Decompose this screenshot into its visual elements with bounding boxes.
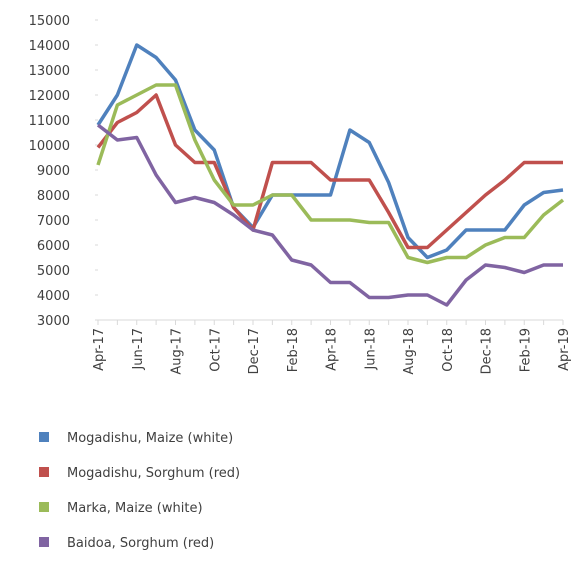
x-tick-label: Feb-18: [286, 328, 301, 372]
y-tick-label: 4000: [37, 289, 70, 304]
x-tick-label: Feb-19: [518, 328, 533, 372]
line: [96, 123, 563, 307]
x-tick-label: Oct-17: [208, 328, 223, 372]
legend-swatch: [39, 537, 49, 547]
legend-label: Baidoa, Sorghum (red): [67, 536, 214, 551]
x-tick-label: Apr-17: [92, 328, 107, 371]
x-tick-label: Apr-18: [325, 328, 340, 371]
x-tick-label: Oct-18: [441, 328, 456, 372]
y-tick-label: 5000: [37, 264, 70, 279]
y-tick-label: 7000: [37, 214, 70, 229]
y-tick-label: 6000: [37, 239, 70, 254]
y-tick-label: 15000: [29, 14, 70, 29]
y-tick-label: 8000: [37, 189, 70, 204]
x-tick-label: Dec-18: [480, 328, 495, 374]
x-tick-label: Jun-18: [363, 328, 378, 371]
legend-swatch: [39, 502, 49, 512]
y-tick-label: 13000: [29, 64, 70, 79]
x-tick-label: Aug-18: [402, 328, 417, 375]
line: [96, 83, 565, 265]
y-tick-label: 9000: [37, 164, 70, 179]
x-tick-label: Dec-17: [247, 328, 262, 374]
legend-swatch: [39, 432, 49, 442]
y-tick-label: 12000: [29, 89, 70, 104]
line: [96, 43, 564, 260]
y-tick-label: 11000: [29, 114, 70, 129]
y-tick-label: 3000: [37, 314, 70, 329]
legend-label: Mogadishu, Sorghum (red): [67, 466, 240, 481]
legend-label: Mogadishu, Maize (white): [67, 431, 233, 446]
y-tick-label: 10000: [29, 139, 70, 154]
legend-swatch: [39, 467, 49, 477]
x-tick-label: Apr-19: [557, 328, 572, 371]
y-tick-label: 14000: [29, 39, 70, 54]
line: [96, 93, 563, 250]
x-tick-label: Aug-17: [170, 328, 185, 375]
legend-label: Marka, Maize (white): [67, 501, 203, 516]
x-tick-label: Jun-17: [131, 328, 146, 371]
